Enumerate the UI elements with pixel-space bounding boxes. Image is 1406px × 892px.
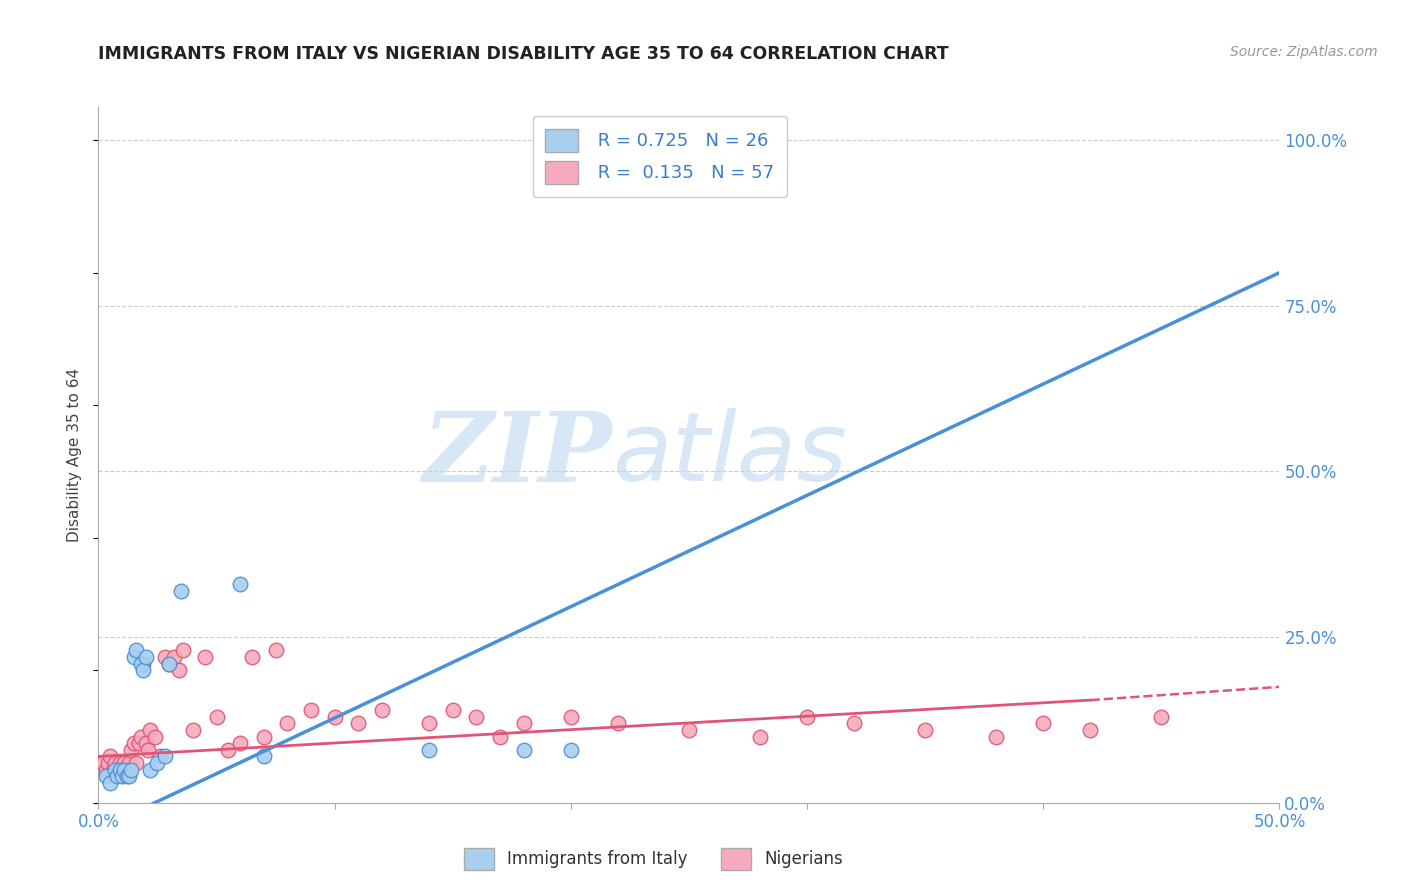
Point	[101, 763, 124, 777]
Point	[276, 716, 298, 731]
Point	[143, 730, 166, 744]
Point	[205, 709, 228, 723]
Point	[181, 723, 204, 737]
Point	[104, 756, 127, 770]
Point	[112, 756, 135, 770]
Point	[347, 716, 370, 731]
Point	[844, 716, 866, 731]
Point	[91, 756, 114, 770]
Point	[1080, 723, 1102, 737]
Point	[108, 756, 131, 770]
Point	[118, 769, 141, 783]
Point	[418, 743, 440, 757]
Point	[172, 643, 194, 657]
Point	[149, 749, 172, 764]
Y-axis label: Disability Age 35 to 64: Disability Age 35 to 64	[67, 368, 83, 542]
Point	[1032, 716, 1054, 731]
Point	[112, 763, 135, 777]
Point	[607, 716, 630, 731]
Point	[139, 763, 162, 777]
Point	[111, 763, 134, 777]
Point	[914, 723, 936, 737]
Point	[125, 756, 148, 770]
Text: ZIP: ZIP	[423, 408, 612, 502]
Point	[264, 643, 287, 657]
Point	[132, 657, 155, 671]
Point	[139, 723, 162, 737]
Point	[240, 650, 263, 665]
Text: IMMIGRANTS FROM ITALY VS NIGERIAN DISABILITY AGE 35 TO 64 CORRELATION CHART: IMMIGRANTS FROM ITALY VS NIGERIAN DISABI…	[98, 45, 949, 62]
Point	[163, 650, 186, 665]
Point	[94, 763, 117, 777]
Point	[115, 769, 138, 783]
Point	[157, 657, 180, 671]
Point	[125, 643, 148, 657]
Legend: Immigrants from Italy, Nigerians: Immigrants from Italy, Nigerians	[456, 840, 852, 878]
Point	[512, 743, 534, 757]
Point	[1150, 709, 1173, 723]
Point	[132, 663, 155, 677]
Point	[129, 657, 152, 671]
Point	[121, 763, 143, 777]
Text: Source: ZipAtlas.com: Source: ZipAtlas.com	[1230, 45, 1378, 59]
Point	[128, 736, 150, 750]
Point	[153, 650, 176, 665]
Point	[153, 749, 176, 764]
Point	[105, 763, 128, 777]
Point	[115, 763, 138, 777]
Point	[560, 743, 582, 757]
Point	[105, 769, 128, 783]
Point	[135, 650, 157, 665]
Point	[121, 743, 143, 757]
Point	[229, 736, 252, 750]
Point	[371, 703, 394, 717]
Point	[465, 709, 488, 723]
Point	[146, 756, 169, 770]
Point	[98, 776, 121, 790]
Point	[94, 769, 117, 783]
Point	[135, 736, 157, 750]
Point	[98, 749, 121, 764]
Point	[489, 730, 512, 744]
Point	[418, 716, 440, 731]
Point	[129, 730, 152, 744]
Point	[984, 730, 1007, 744]
Point	[748, 730, 770, 744]
Point	[796, 709, 818, 723]
Point	[217, 743, 239, 757]
Point	[104, 763, 127, 777]
Point	[167, 663, 190, 677]
Point	[136, 743, 159, 757]
Point	[253, 749, 276, 764]
Point	[122, 736, 145, 750]
Point	[111, 769, 134, 783]
Point	[108, 763, 131, 777]
Point	[122, 650, 145, 665]
Text: atlas: atlas	[612, 409, 848, 501]
Point	[299, 703, 322, 717]
Point	[253, 730, 276, 744]
Point	[229, 577, 252, 591]
Point	[560, 709, 582, 723]
Point	[118, 756, 141, 770]
Point	[512, 716, 534, 731]
Point	[323, 709, 346, 723]
Point	[678, 723, 700, 737]
Point	[441, 703, 464, 717]
Point	[170, 583, 193, 598]
Point	[157, 657, 180, 671]
Point	[194, 650, 217, 665]
Point	[97, 756, 120, 770]
